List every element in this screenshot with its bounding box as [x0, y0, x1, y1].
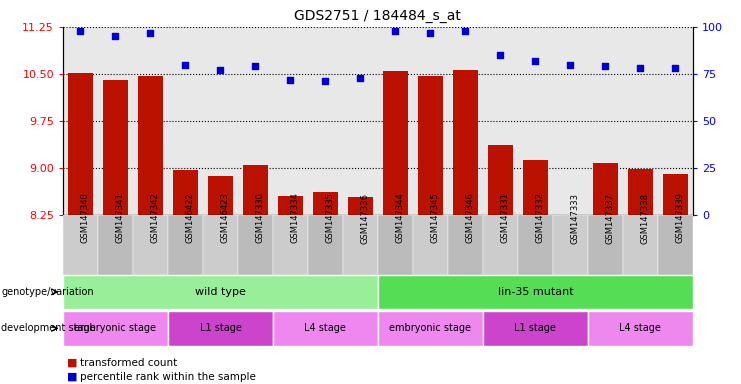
Text: GSM147346: GSM147346 [465, 193, 474, 243]
Text: GSM147345: GSM147345 [431, 193, 439, 243]
Point [599, 63, 611, 70]
Bar [348, 197, 373, 215]
Bar [623, 215, 658, 275]
Bar [588, 311, 693, 346]
Point [215, 67, 227, 73]
Bar [658, 215, 693, 275]
Text: GSM147344: GSM147344 [396, 193, 405, 243]
Bar [63, 215, 98, 275]
Text: GSM147336: GSM147336 [360, 192, 370, 243]
Bar [593, 163, 617, 215]
Bar [588, 215, 623, 275]
Text: wild type: wild type [195, 287, 246, 297]
Bar [483, 311, 588, 346]
Text: L4 stage: L4 stage [305, 323, 346, 333]
Point [390, 28, 402, 34]
Bar [98, 215, 133, 275]
Point [179, 61, 191, 68]
Bar [483, 215, 518, 275]
Bar [553, 215, 588, 275]
Point [565, 61, 576, 68]
Text: GSM147337: GSM147337 [605, 192, 614, 243]
Bar [313, 192, 338, 215]
Bar [523, 161, 548, 215]
Bar [238, 215, 273, 275]
Text: transformed count: transformed count [80, 358, 177, 368]
Bar [133, 215, 168, 275]
Bar [378, 275, 693, 309]
Text: GSM147332: GSM147332 [535, 193, 545, 243]
Point [459, 28, 471, 34]
Bar [168, 215, 203, 275]
Text: GSM147333: GSM147333 [571, 192, 579, 243]
Text: GSM147331: GSM147331 [500, 193, 509, 243]
Bar [278, 195, 302, 215]
Point [319, 78, 331, 84]
Bar [203, 215, 238, 275]
Text: GSM147340: GSM147340 [81, 193, 90, 243]
Point [669, 65, 681, 71]
Bar [273, 215, 308, 275]
Bar [63, 311, 168, 346]
Text: GSM147341: GSM147341 [116, 193, 124, 243]
Text: ■: ■ [67, 358, 77, 368]
Bar [628, 169, 653, 215]
Text: percentile rank within the sample: percentile rank within the sample [80, 372, 256, 382]
Bar [243, 166, 268, 215]
Title: GDS2751 / 184484_s_at: GDS2751 / 184484_s_at [294, 9, 462, 23]
Text: L1 stage: L1 stage [199, 323, 242, 333]
Bar [139, 76, 163, 215]
Text: genotype/variation: genotype/variation [1, 287, 94, 297]
Point [425, 30, 436, 36]
Text: GSM147339: GSM147339 [675, 193, 685, 243]
Text: lin-35 mutant: lin-35 mutant [497, 287, 574, 297]
Bar [63, 275, 378, 309]
Text: GSM147338: GSM147338 [640, 192, 649, 243]
Bar [343, 215, 378, 275]
Bar [378, 215, 413, 275]
Point [354, 74, 366, 81]
Point [75, 28, 87, 34]
Bar [663, 174, 688, 215]
Point [144, 30, 156, 36]
Bar [518, 215, 553, 275]
Point [529, 58, 541, 64]
Text: L4 stage: L4 stage [619, 323, 661, 333]
Text: embryonic stage: embryonic stage [75, 323, 156, 333]
Point [110, 33, 122, 40]
Bar [273, 311, 378, 346]
Bar [308, 215, 343, 275]
Text: embryonic stage: embryonic stage [390, 323, 471, 333]
Point [634, 65, 646, 71]
Text: GSM146422: GSM146422 [185, 193, 194, 243]
Bar [418, 76, 442, 215]
Bar [453, 70, 478, 215]
Bar [378, 311, 483, 346]
Bar [413, 215, 448, 275]
Text: GSM147335: GSM147335 [325, 193, 334, 243]
Bar [488, 145, 513, 215]
Bar [168, 311, 273, 346]
Point [285, 76, 296, 83]
Text: GSM147342: GSM147342 [150, 193, 159, 243]
Text: ■: ■ [67, 372, 77, 382]
Bar [383, 71, 408, 215]
Point [494, 52, 506, 58]
Text: development stage: development stage [1, 323, 96, 333]
Text: L1 stage: L1 stage [514, 323, 556, 333]
Text: GSM147330: GSM147330 [256, 193, 265, 243]
Text: GSM147334: GSM147334 [290, 193, 299, 243]
Point [250, 63, 262, 70]
Text: GSM146423: GSM146423 [221, 193, 230, 243]
Bar [103, 80, 127, 215]
Bar [208, 176, 233, 215]
Bar [68, 73, 93, 215]
Bar [173, 170, 198, 215]
Bar [448, 215, 483, 275]
